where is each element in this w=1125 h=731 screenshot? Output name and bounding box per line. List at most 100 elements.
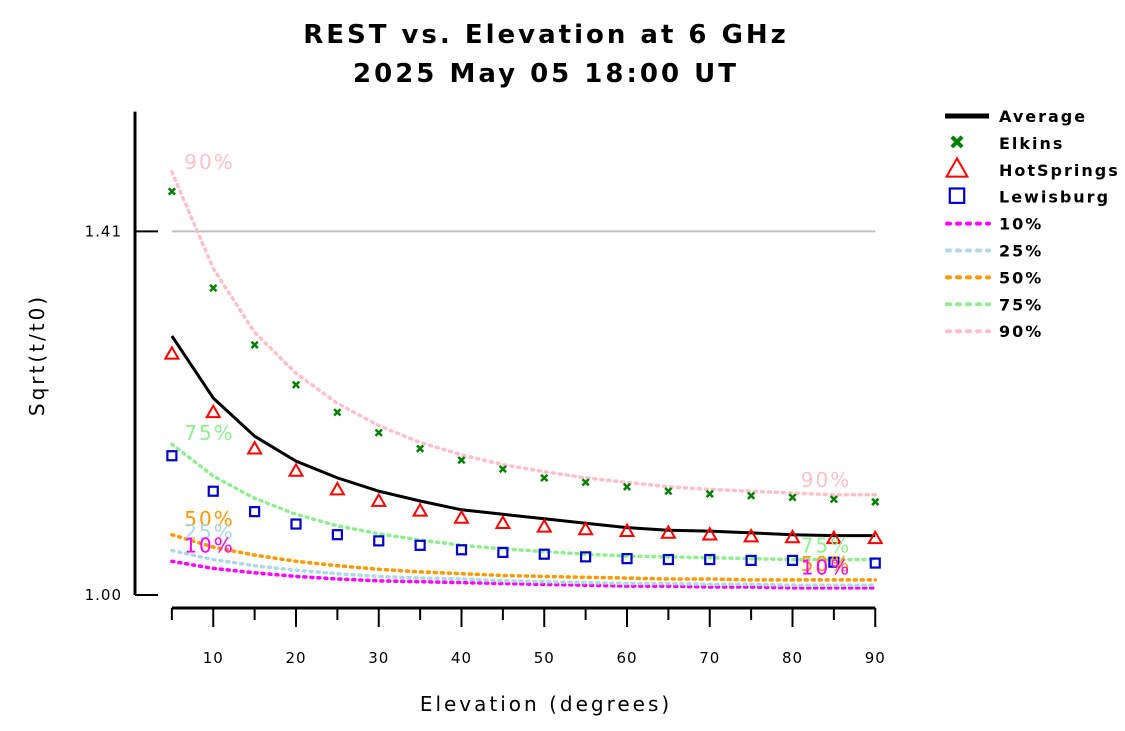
point-elkins-stroke [581, 478, 590, 487]
point-elkins [871, 497, 880, 506]
y-tick-label: 1.00 [85, 586, 122, 604]
point-elkins [498, 464, 507, 474]
point-lewisburg [497, 546, 509, 559]
point-elkins-stroke [788, 493, 797, 502]
point-elkins [829, 495, 838, 504]
point-elkins [788, 493, 797, 502]
legend-label: 10% [999, 215, 1043, 234]
legend-entry-25pct: 25% [945, 242, 1041, 261]
x-tick-label: 30 [368, 649, 389, 667]
point-hotsprings [205, 403, 222, 419]
point-hotsprings [453, 509, 470, 524]
point-elkins-stroke [829, 495, 838, 504]
x-axis-label: Elevation (degrees) [420, 692, 672, 716]
point-hotsprings [536, 518, 553, 533]
point-elkins [167, 187, 176, 196]
legend-label: 90% [999, 322, 1043, 341]
plot-area: 90%75%50%25%10%90%75%50%10% [163, 150, 884, 590]
annotation-label: 50% [801, 552, 851, 576]
point-elkins-stroke [457, 456, 466, 465]
annotation-label: 90% [184, 150, 234, 174]
point-lewisburg [207, 485, 219, 497]
legend-entry-hotsprings: HotSprings [944, 156, 1120, 180]
point-hotsprings [246, 440, 263, 455]
point-elkins-stroke [416, 444, 425, 453]
point-lewisburg [786, 554, 799, 567]
legend-entry-lewisburg: Lewisburg [948, 187, 1108, 207]
annotation-label: 10% [801, 556, 851, 580]
x-tick-label: 10 [203, 649, 224, 667]
x-tick-label: 40 [451, 649, 472, 667]
annotation-label: 25% [184, 520, 234, 544]
point-elkins-stroke [664, 487, 673, 496]
point-hotsprings [742, 527, 760, 543]
point-lewisburg [166, 450, 178, 462]
annotation-label: 75% [184, 421, 234, 445]
annotation-label: 50% [184, 507, 234, 531]
point-elkins-stroke [167, 187, 176, 196]
legend-entry-50pct: 50% [945, 268, 1041, 287]
series-line-75pct [170, 442, 878, 562]
point-hotsprings [867, 529, 884, 545]
point-hotsprings [411, 502, 429, 517]
point-hotsprings [825, 529, 843, 545]
point-hotsprings [660, 524, 677, 539]
point-hotsprings [329, 480, 346, 496]
x-tick-label: 70 [699, 649, 720, 667]
point-lewisburg [538, 548, 550, 560]
point-hotsprings [577, 520, 594, 536]
x-tick-label: 60 [616, 649, 637, 667]
axes [133, 111, 876, 610]
point-hotsprings [784, 528, 801, 544]
y-axis-label: Sqrt(t/t0) [25, 294, 49, 416]
point-lewisburg [828, 556, 840, 568]
legend-swatch [944, 156, 970, 178]
point-lewisburg [869, 557, 881, 569]
point-elkins [416, 444, 425, 453]
chart-title: REST vs. Elevation at 6 GHz [303, 20, 789, 50]
point-elkins-stroke [747, 491, 756, 500]
chart-subtitle: 2025 May 05 18:00 UT [353, 59, 739, 89]
series-line-10pct [170, 559, 878, 590]
legend-label: 75% [999, 295, 1043, 314]
x-tick-label: 80 [782, 649, 803, 667]
point-hotsprings [163, 345, 181, 360]
annotation-label: 75% [801, 533, 851, 557]
point-elkins-stroke [540, 473, 549, 482]
point-elkins [333, 408, 342, 417]
point-lewisburg [621, 553, 633, 565]
x-tick-label: 20 [285, 649, 306, 667]
point-lewisburg [745, 554, 757, 567]
point-elkins [664, 487, 673, 496]
legend-entry-elkins: Elkins [950, 134, 1062, 153]
point-elkins-stroke [622, 482, 632, 491]
point-elkins [581, 478, 590, 487]
legend-entry-average: Average [945, 107, 1087, 126]
point-elkins-stroke [209, 284, 218, 293]
x-tick-label: 50 [534, 649, 555, 667]
point-elkins [622, 482, 632, 491]
legend-swatch [948, 187, 966, 204]
point-hotsprings [370, 492, 387, 507]
legend-swatch [950, 135, 964, 149]
series-line-average [170, 335, 876, 538]
x-tick-label: 90 [865, 649, 886, 667]
point-lewisburg [249, 506, 261, 518]
point-lewisburg [373, 535, 385, 547]
point-elkins [540, 473, 549, 482]
point-lewisburg [331, 529, 343, 541]
point-hotsprings [701, 526, 718, 541]
ticks: 1.00 1.41 10 20 30 40 50 60 70 80 90 [85, 222, 886, 667]
annotation-label: 90% [801, 468, 851, 492]
legend: Average Elkins HotSprings Lewisburg 10% 25% 50… [944, 107, 1120, 341]
point-elkins [747, 491, 756, 500]
legend-label: Average [999, 107, 1087, 126]
series-line-90pct [170, 170, 878, 497]
legend-label: HotSprings [999, 161, 1120, 180]
point-lewisburg [704, 553, 716, 566]
point-hotsprings [618, 522, 636, 538]
point-elkins [250, 340, 259, 349]
point-elkins [705, 489, 714, 498]
point-lewisburg [580, 551, 592, 563]
